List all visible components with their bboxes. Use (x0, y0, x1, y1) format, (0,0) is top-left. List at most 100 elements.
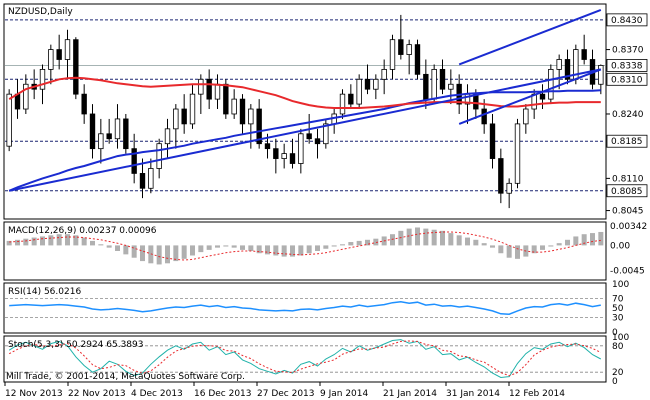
macd-bar (256, 245, 262, 254)
candle-body (506, 182, 512, 194)
macd-bar (406, 228, 412, 246)
macd-tick-label: 0.00 (610, 241, 630, 251)
candle-body (323, 123, 329, 145)
macd-signal-line (9, 231, 601, 261)
macd-bar (581, 234, 587, 246)
macd-bar (106, 245, 112, 248)
macd-bar (206, 245, 212, 250)
stoch-tick-label: 20 (612, 368, 624, 378)
price-badge (606, 13, 648, 27)
macd-bar (65, 234, 70, 246)
stoch-tick-label: 0 (612, 377, 618, 387)
copyright-text: Mill Trade, © 2001-2014, MetaQuotes Soft… (6, 372, 245, 382)
candle-body (181, 108, 187, 125)
candle-body (123, 118, 129, 150)
candle-body (448, 83, 454, 90)
channel-lower-line (458, 68, 602, 125)
macd-bar (156, 245, 162, 265)
candle-body (306, 133, 312, 140)
candle-body (89, 113, 96, 150)
macd-bar (331, 245, 337, 247)
macd-tick-label: 0.00342 (610, 222, 647, 232)
stoch-signal-line (8, 340, 602, 377)
candle-body (523, 108, 529, 125)
macd-bar (373, 238, 379, 246)
candle-body (189, 93, 196, 125)
candle-body (239, 98, 246, 125)
candle-body (48, 49, 54, 70)
macd-bar (73, 235, 79, 246)
macd-bar (181, 245, 187, 259)
candle-body (356, 78, 362, 105)
date-label: 9 Jan 2014 (320, 389, 368, 399)
candle-body (281, 153, 287, 159)
candle-body (23, 83, 29, 110)
price-badge (606, 59, 648, 72)
channel-upper-line (458, 9, 602, 66)
macd-bar (440, 230, 445, 246)
candle-body (381, 68, 387, 80)
macd-bar (565, 239, 570, 246)
candle-body (273, 148, 279, 159)
macd-bar (465, 237, 470, 246)
candle-body (106, 133, 112, 140)
rsi-tick-label: 0 (612, 328, 618, 338)
price-tick-label: 0.8045 (612, 207, 644, 217)
candle-body (39, 68, 46, 90)
candle-body (206, 78, 212, 100)
candle-body (489, 123, 496, 159)
fast-ma-line (8, 76, 601, 109)
candle-body (14, 93, 21, 110)
price-badge (606, 72, 648, 86)
candle-body (223, 83, 229, 115)
macd-bar (531, 245, 537, 254)
macd-bar (473, 239, 479, 246)
macd-bar (306, 245, 312, 254)
macd-label: MACD(12,26,9) 0.00237 0.00096 (8, 226, 157, 236)
date-label: 22 Nov 2013 (68, 389, 126, 399)
macd-bar (598, 231, 604, 246)
stoch-plot (5, 339, 605, 379)
macd-bar (115, 245, 120, 251)
macd-bar (90, 240, 95, 246)
candle-body (114, 118, 121, 140)
price-tick-label: 0.8110 (612, 174, 644, 184)
macd-bar (356, 240, 362, 246)
date-label: 21 Jan 2014 (383, 389, 437, 399)
macd-bar (498, 245, 504, 254)
candle-body (348, 93, 354, 105)
candle-body (289, 153, 296, 164)
candle-body (498, 158, 504, 194)
price-badge-label: 0.8085 (611, 187, 643, 197)
macd-bar (223, 245, 229, 247)
macd-bar (590, 233, 595, 246)
macd-bar (281, 245, 287, 257)
candle-body (98, 133, 104, 150)
price-badge-label: 0.8338 (611, 61, 643, 71)
macd-bar (431, 229, 437, 246)
price-badge-label: 0.8310 (611, 75, 643, 85)
macd-bar (456, 235, 462, 246)
rsi-tick-label: 100 (612, 280, 629, 290)
stoch-label: Stoch(5,3,3) 50.2924 65.3893 (8, 340, 143, 350)
macd-bar (298, 245, 304, 256)
macd-bar (6, 240, 12, 246)
candle-body (539, 93, 546, 100)
macd-bar (490, 245, 495, 248)
macd-bar (198, 245, 204, 253)
candle-body (198, 78, 204, 95)
main-title: NZDUSD,Daily (8, 7, 73, 17)
candle-body (406, 44, 412, 55)
candle-body (514, 123, 521, 184)
candle-body (173, 108, 179, 130)
price-badge (606, 184, 648, 198)
stoch-main-line (8, 339, 602, 379)
slow-ma-line (8, 89, 601, 192)
candle-body (6, 93, 12, 147)
macd-bar (240, 245, 245, 250)
candle-body (131, 148, 137, 174)
candle-body (423, 73, 429, 100)
candle-body (364, 78, 371, 90)
macd-bar (315, 245, 320, 251)
candle-body (256, 108, 262, 145)
